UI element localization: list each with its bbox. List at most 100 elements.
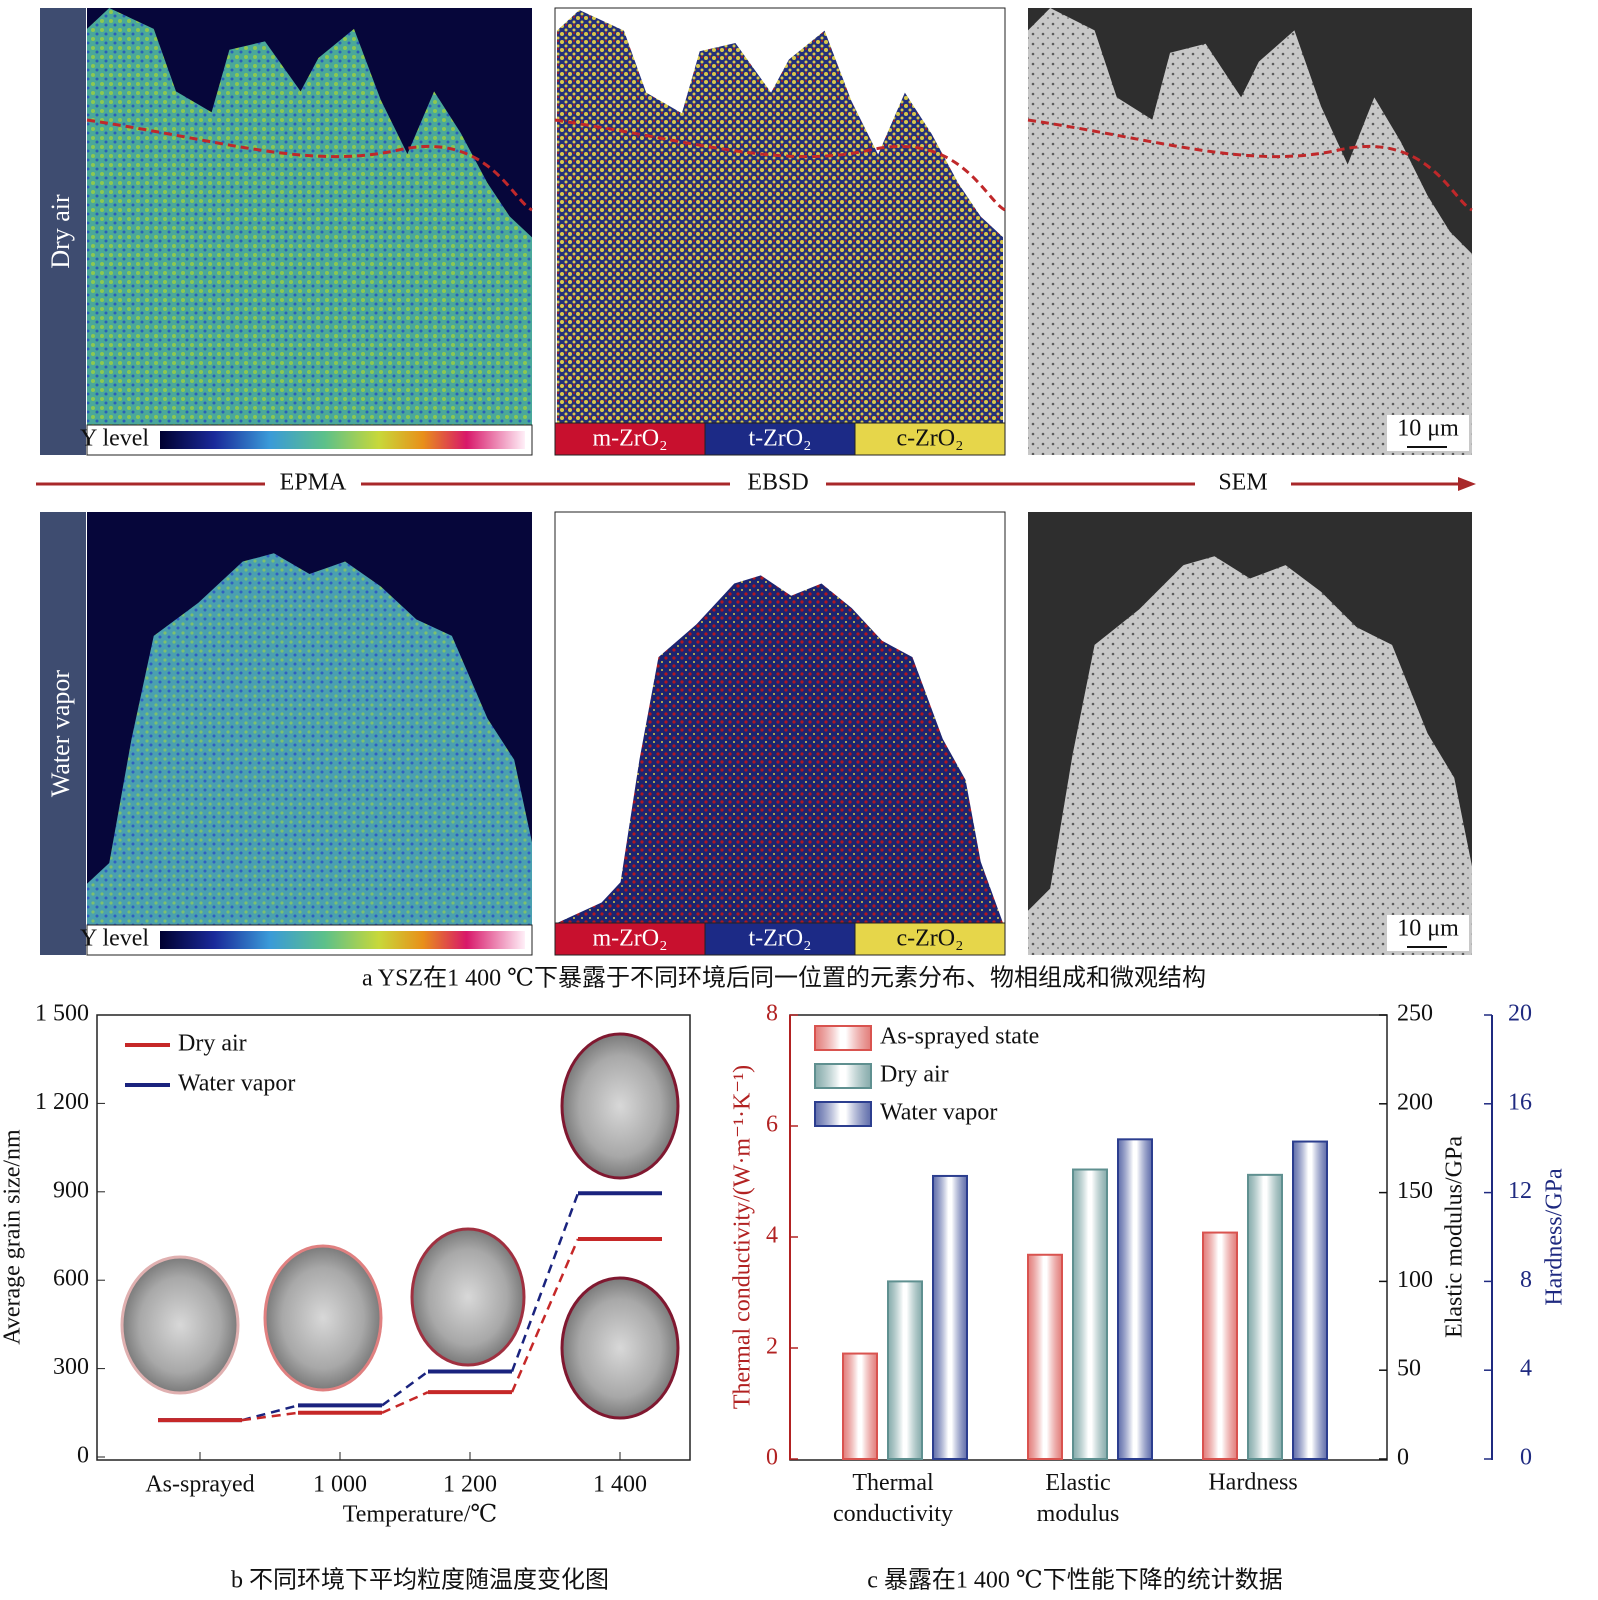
y3-tick-label: 0 xyxy=(1520,1445,1532,1471)
boundary-line xyxy=(1027,118,1473,212)
trend-connector xyxy=(381,1391,429,1414)
x-tick-label-line: conductivity xyxy=(833,1501,953,1527)
scale-bar-box xyxy=(1387,915,1469,951)
phase-label: m-ZrO₂ xyxy=(592,426,667,452)
grain-inset xyxy=(560,1032,680,1180)
process-arrowhead xyxy=(1458,477,1476,491)
x-tick-label: 1 000 xyxy=(313,1472,367,1498)
y2-tick-label: 0 xyxy=(1397,1445,1409,1471)
bar xyxy=(842,1352,878,1461)
boundary-line xyxy=(86,118,533,212)
bar xyxy=(887,1280,923,1461)
y-tick-label: 0 xyxy=(77,1443,89,1469)
phase-swatch xyxy=(854,422,1006,456)
y2-tick-label: 150 xyxy=(1397,1178,1433,1204)
technique-label-bg xyxy=(730,470,826,498)
y-tick-label: 1 500 xyxy=(35,1001,89,1027)
scale-bar-box xyxy=(1387,415,1469,451)
trend-connector xyxy=(241,1404,299,1422)
x-axis-label: Temperature/℃ xyxy=(343,1502,497,1528)
phase-swatch xyxy=(704,922,856,956)
boundary-line xyxy=(554,118,1006,212)
y2-tick-label: 200 xyxy=(1397,1089,1433,1115)
legend-label: Water vapor xyxy=(880,1100,997,1126)
ebsd-map xyxy=(557,575,1003,923)
y-tick-label: 900 xyxy=(53,1177,89,1203)
bar xyxy=(1072,1168,1108,1460)
y-axis-label: Average grain size/nm xyxy=(0,1129,26,1345)
trend-connector xyxy=(510,1238,580,1393)
y2-tick-label: 250 xyxy=(1397,1001,1433,1027)
y3-tick-label: 16 xyxy=(1508,1089,1532,1115)
row-label: Dry air xyxy=(46,194,75,269)
trend-connector xyxy=(381,1370,429,1407)
epma-map xyxy=(87,553,532,925)
technique-label: EPMA xyxy=(280,470,347,496)
colorbar-label: Y level xyxy=(80,426,149,452)
phase-swatch xyxy=(704,422,856,456)
phase-label: t-ZrO₂ xyxy=(748,926,811,952)
technique-label: SEM xyxy=(1218,470,1267,496)
legend-swatch xyxy=(814,1063,872,1089)
y-tick-label: 0 xyxy=(766,1445,778,1471)
plot-frame xyxy=(96,1014,691,1461)
y-tick-label: 300 xyxy=(53,1354,89,1380)
legend-label: Water vapor xyxy=(178,1071,295,1097)
epma-map xyxy=(87,8,532,425)
y3-axis-label: Hardness/GPa xyxy=(1542,1168,1568,1306)
grain-inset xyxy=(120,1255,240,1395)
sem-image xyxy=(1028,8,1472,455)
phase-swatch xyxy=(554,422,706,456)
technique-label-bg xyxy=(265,470,361,498)
caption: c 暴露在1 400 ℃下性能下降的统计数据 xyxy=(867,1567,1283,1594)
y-tick-label: 2 xyxy=(766,1334,778,1360)
y-tick-label: 1 200 xyxy=(35,1089,89,1115)
y-axis-label: Thermal conductivity/(W·m⁻¹·K⁻¹) xyxy=(730,1065,756,1409)
y2-axis-label: Elastic modulus/GPa xyxy=(1442,1136,1468,1338)
y3-tick-label: 20 xyxy=(1508,1001,1532,1027)
bar xyxy=(1247,1173,1283,1460)
sem-image xyxy=(1028,556,1472,955)
x-tick-label-line: Thermal xyxy=(852,1470,934,1496)
x-tick-label: Thermal conductivity xyxy=(833,1470,953,1527)
x-tick-label: 1 200 xyxy=(443,1472,497,1498)
colorbar-label: Y level xyxy=(80,926,149,952)
grain-inset xyxy=(410,1227,526,1367)
trend-connector xyxy=(241,1411,299,1422)
trend-connector xyxy=(510,1192,580,1372)
colorbar xyxy=(160,931,525,949)
y3-tick-label: 4 xyxy=(1520,1356,1532,1382)
y-tick-label: 4 xyxy=(766,1223,778,1249)
legend-label: Dry air xyxy=(880,1062,949,1088)
scale-bar-label: 10 μm xyxy=(1397,416,1459,442)
bar xyxy=(1117,1138,1153,1460)
x-tick-label: Hardness xyxy=(1208,1470,1297,1496)
phase-label: t-ZrO₂ xyxy=(748,426,811,452)
legend-swatch xyxy=(814,1101,872,1127)
caption: a YSZ在1 400 ℃下暴露于不同环境后同一位置的元素分布、物相组成和微观结… xyxy=(362,965,1206,992)
ebsd-map xyxy=(557,10,1003,423)
x-tick-label: As-sprayed xyxy=(145,1472,254,1498)
technique-label: EBSD xyxy=(747,470,808,496)
row-label-bar xyxy=(40,512,86,955)
grain-inset xyxy=(263,1244,383,1392)
bar xyxy=(1292,1140,1328,1461)
legend-label: As-sprayed state xyxy=(880,1024,1039,1050)
x-tick-label: Elastic modulus xyxy=(1037,1470,1120,1527)
phase-label: c-ZrO₂ xyxy=(897,426,964,452)
grain-inset xyxy=(560,1276,680,1420)
micrograph-panel: Dry air Y level m-ZrO₂ t-ZrO₂ c-ZrO₂ 10 μm Wat… xyxy=(36,7,1476,992)
x-tick-label: 1 400 xyxy=(593,1472,647,1498)
scale-bar-label: 10 μm xyxy=(1397,916,1459,942)
y3-tick-label: 12 xyxy=(1508,1178,1532,1204)
phase-label: c-ZrO₂ xyxy=(897,926,964,952)
y-tick-label: 600 xyxy=(53,1266,89,1292)
y-tick-label: 6 xyxy=(766,1112,778,1138)
colorbar xyxy=(160,431,525,449)
row-label-bar xyxy=(40,8,86,455)
y2-tick-label: 50 xyxy=(1397,1356,1421,1382)
bar xyxy=(932,1174,968,1460)
x-tick-label-line: modulus xyxy=(1037,1501,1120,1527)
